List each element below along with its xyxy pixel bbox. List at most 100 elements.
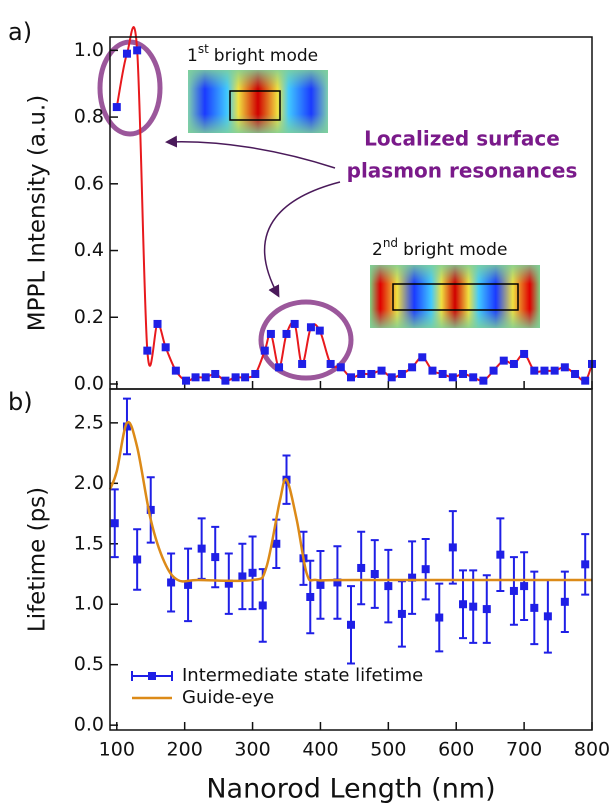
plot-area <box>108 397 593 665</box>
data-point <box>357 563 366 572</box>
data-point <box>459 600 468 609</box>
data-point <box>357 369 366 378</box>
mode-suffix: st <box>198 42 209 56</box>
data-point <box>479 376 488 385</box>
data-point <box>258 601 267 610</box>
data-point <box>499 356 508 365</box>
data-point <box>560 363 569 372</box>
panel-label: a) <box>8 18 32 46</box>
data-point <box>336 363 345 372</box>
data-point <box>201 373 210 382</box>
x-axis-label: Nanorod Length (nm) <box>206 774 495 805</box>
data-point <box>306 323 315 332</box>
data-point <box>469 602 478 611</box>
y-tick-label: 1.5 <box>74 532 104 554</box>
data-point <box>520 582 529 591</box>
mode-text: bright mode <box>214 46 318 66</box>
x-tick-label: 400 <box>302 739 338 761</box>
data-point <box>251 369 260 378</box>
data-point <box>110 519 119 528</box>
data-point <box>211 369 220 378</box>
data-point <box>260 346 269 355</box>
annotation: Localized surface <box>364 127 560 151</box>
y-tick-label: 1.0 <box>74 593 104 615</box>
data-point <box>161 343 170 352</box>
data-point <box>211 553 220 562</box>
x-tick-label: 200 <box>167 739 203 761</box>
panel: 0.0 0.5 1.0 1.5 2.0 2.5 100 200 300 400 500 600 700 8… <box>8 388 610 805</box>
plot-area <box>112 26 596 385</box>
data-point <box>298 359 307 368</box>
x-tick-label: 100 <box>99 739 135 761</box>
data-point <box>509 359 518 368</box>
mode-number: 1 <box>187 46 198 66</box>
mode-suffix: nd <box>383 236 398 250</box>
annotation: plasmon resonances <box>347 159 578 183</box>
y-axis-label: Lifetime (ps) <box>25 487 51 632</box>
heatmap-mode2 <box>370 265 540 328</box>
data-point <box>387 373 396 382</box>
data-point <box>581 560 590 569</box>
data-point <box>122 49 131 58</box>
data-point <box>184 580 193 589</box>
data-point <box>167 578 176 587</box>
data-point <box>560 597 569 606</box>
data-point <box>520 349 529 358</box>
data-point <box>469 373 478 382</box>
data-point <box>384 582 393 591</box>
y-tick-label: 0.6 <box>74 172 104 194</box>
y-axis-label: MPPL Intensity (a.u.) <box>25 95 51 331</box>
data-point <box>290 319 299 328</box>
x-tick-label: 800 <box>574 739 610 761</box>
data-point <box>581 376 590 385</box>
legend-label: Intermediate state lifetime <box>182 665 423 686</box>
data-point <box>367 369 376 378</box>
data-point <box>266 329 275 338</box>
data-point <box>272 539 281 548</box>
data-point <box>224 579 233 588</box>
data-point <box>543 612 552 621</box>
legend-swatch <box>148 672 156 680</box>
y-tick-label: 1.0 <box>74 39 104 61</box>
data-point <box>238 572 247 581</box>
data-point <box>333 578 342 587</box>
data-point <box>347 373 355 382</box>
data-point <box>550 366 559 375</box>
highlight-circle <box>258 299 354 381</box>
data-point <box>459 369 468 378</box>
data-point <box>509 586 518 595</box>
x-tick-label: 600 <box>438 739 474 761</box>
data-point <box>530 603 539 612</box>
data-point <box>153 319 162 328</box>
data-point <box>182 376 191 385</box>
data-point <box>571 369 580 378</box>
axes-frame <box>109 388 593 731</box>
data-point <box>231 373 240 382</box>
mode-text: bright mode <box>403 240 507 260</box>
y-tick-label: 0.2 <box>74 306 104 328</box>
data-point <box>221 376 230 385</box>
data-point <box>438 369 447 378</box>
data-point <box>112 103 121 112</box>
data-point <box>316 580 325 589</box>
data-point <box>418 353 427 362</box>
y-tick-label: 0.8 <box>74 106 104 128</box>
panel-label: b) <box>8 388 33 416</box>
data-point <box>146 505 155 514</box>
heatmap-mode1 <box>188 70 328 133</box>
legend-label: Guide-eye <box>182 687 274 708</box>
data-point <box>482 605 491 614</box>
guide-curve <box>108 420 593 583</box>
data-point <box>448 543 457 552</box>
data-point <box>408 363 417 372</box>
y-tick-label: 0.4 <box>74 239 104 261</box>
data-point <box>248 568 257 577</box>
x-tick-label: 300 <box>234 739 270 761</box>
data-point <box>315 326 324 335</box>
data-point <box>408 573 417 582</box>
data-point <box>435 613 444 622</box>
data-point <box>241 373 250 382</box>
data-point <box>275 363 284 372</box>
data-point <box>489 366 498 375</box>
